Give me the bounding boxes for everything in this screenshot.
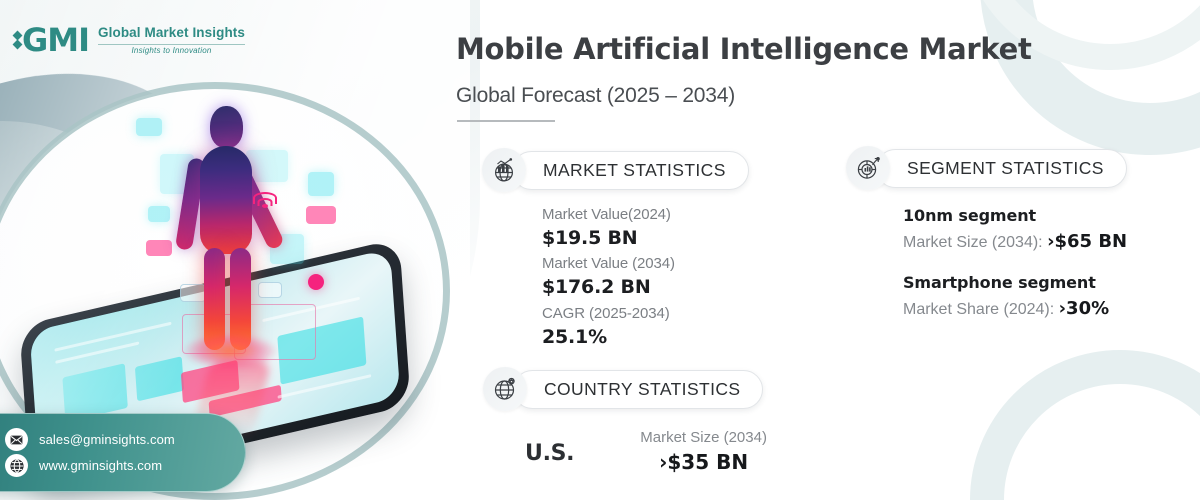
country-metric-value: ›$35 BN: [659, 450, 749, 474]
logo-divider: [98, 43, 245, 45]
country-metric: Market Size (2034) ›$35 BN: [640, 429, 767, 474]
segment-metric-label: Market Share (2024):: [903, 301, 1059, 318]
segment-statistics-label: SEGMENT STATISTICS: [876, 148, 1127, 188]
page-title: Mobile Artificial Intelligence Market: [456, 32, 1032, 66]
floating-ui-card: [146, 240, 172, 256]
contact-website: www.gminsights.com: [39, 458, 163, 473]
contact-email-row[interactable]: sales@gminsights.com: [5, 428, 231, 451]
diamond-cluster-icon: [12, 30, 23, 50]
segment-block: Smartphone segment Market Share (2024): …: [903, 271, 1127, 322]
background-bottom-right-arc: [970, 350, 1200, 500]
floating-ui-card: [136, 118, 162, 136]
stat-label: Market Value(2024): [542, 206, 671, 223]
market-statistics-header: MARKET STATISTICS: [482, 148, 749, 192]
logo-company-name: Global Market Insights: [98, 25, 245, 41]
stat-value: $19.5 BN: [542, 226, 638, 249]
stat-row: Market Value (2034) $176.2 BN: [542, 253, 749, 300]
logo-text: Global Market Insights Insights to Innov…: [98, 25, 245, 55]
hero-illustration: [8, 88, 448, 493]
stat-value: $176.2 BN: [542, 276, 651, 299]
country-statistics-header: COUNTRY STATISTICS: [483, 367, 767, 411]
market-statistics-label: MARKET STATISTICS: [512, 150, 749, 190]
contact-email: sales@gminsights.com: [39, 432, 175, 447]
floating-ui-card: [258, 282, 282, 298]
segment-name: 10nm segment: [903, 206, 1037, 225]
segment-metric-label: Market Size (2034):: [903, 234, 1048, 251]
segment-statistics-section: SEGMENT STATISTICS 10nm segment Market S…: [846, 146, 1127, 338]
pie-chart-arrow-icon: [846, 146, 890, 190]
country-statistics-label: COUNTRY STATISTICS: [513, 369, 764, 409]
stat-label: CAGR (2025-2034): [542, 304, 670, 322]
stat-label: Market Value (2034): [542, 255, 675, 273]
segment-block: 10nm segment Market Size (2034): ›$65 BN: [903, 204, 1127, 255]
header-divider: [457, 120, 555, 122]
floating-ui-card: [148, 206, 170, 222]
globe-bar-chart-icon: [482, 148, 526, 192]
stat-row: Market Value(2024) $19.5 BN: [542, 204, 749, 251]
stat-value: 25.1%: [542, 325, 607, 348]
contact-pill: sales@gminsights.com www.gminsights.com: [0, 413, 246, 492]
page-subtitle: Global Forecast (2025 – 2034): [456, 84, 736, 107]
country-metric-label: Market Size (2034): [640, 429, 767, 446]
country-name: U.S.: [525, 441, 575, 466]
floating-dot: [308, 274, 324, 290]
gmi-logo[interactable]: GMI Global Market Insights Insights to I…: [12, 21, 245, 59]
segment-statistics-list: 10nm segment Market Size (2034): ›$65 BN…: [903, 204, 1127, 322]
segment-metric: Market Share (2024): ›30%: [903, 295, 1127, 322]
segment-metric-value: ›$65 BN: [1047, 231, 1128, 252]
logo-mark: GMI: [12, 21, 90, 59]
market-statistics-list: Market Value(2024) $19.5 BN Market Value…: [542, 204, 749, 350]
envelope-icon: [5, 428, 28, 451]
contact-website-row[interactable]: www.gminsights.com: [5, 454, 231, 477]
globe-icon: [5, 454, 28, 477]
logo-initials: GMI: [22, 21, 90, 59]
stat-row: CAGR (2025-2034) 25.1%: [542, 303, 749, 350]
segment-metric-value: ›30%: [1058, 298, 1110, 319]
globe-pin-icon: [483, 367, 527, 411]
country-statistics-section: COUNTRY STATISTICS U.S. Market Size (203…: [483, 367, 767, 474]
country-statistics-row: U.S. Market Size (2034) ›$35 BN: [525, 429, 767, 474]
floating-ui-card: [308, 172, 334, 196]
segment-name: Smartphone segment: [903, 273, 1096, 292]
wifi-icon: [252, 192, 278, 212]
segment-metric: Market Size (2034): ›$65 BN: [903, 228, 1127, 255]
holographic-human-figure: [174, 106, 286, 442]
segment-statistics-header: SEGMENT STATISTICS: [846, 146, 1127, 190]
illustration-arc-frame: [0, 82, 450, 500]
logo-tagline: Insights to Innovation: [131, 45, 212, 55]
floating-ui-card: [306, 206, 336, 224]
market-statistics-section: MARKET STATISTICS Market Value(2024) $19…: [482, 148, 749, 352]
